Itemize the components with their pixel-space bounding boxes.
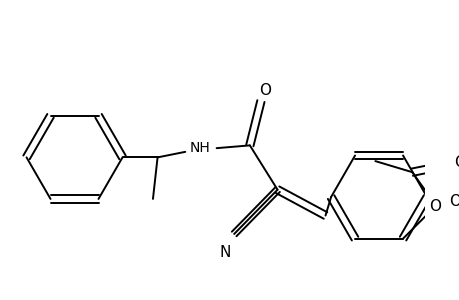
Text: N: N xyxy=(219,245,230,260)
Text: O: O xyxy=(259,82,271,98)
Text: O: O xyxy=(448,194,459,209)
Text: O: O xyxy=(453,154,459,169)
Text: O: O xyxy=(428,199,440,214)
Text: NH: NH xyxy=(189,141,210,155)
